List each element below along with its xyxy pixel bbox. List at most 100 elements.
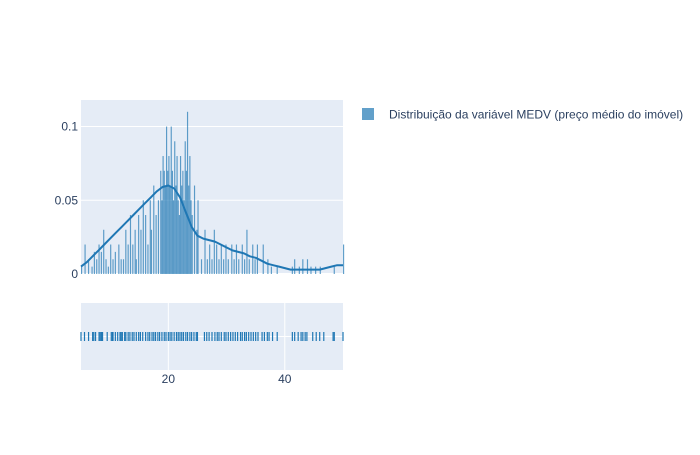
histogram-bar — [162, 156, 164, 274]
y-axis-tick-labels: 0 0.05 0.1 — [55, 120, 79, 281]
rug-panel: 20 40 — [80, 303, 344, 386]
legend[interactable]: Distribuição da variável MEDV (preço méd… — [362, 108, 683, 122]
histogram-bar — [179, 156, 182, 274]
histogram-bar — [96, 259, 98, 274]
histogram-bar — [189, 156, 191, 274]
histogram-bar — [138, 215, 140, 274]
histogram-bar — [163, 170, 165, 274]
histogram-bar — [147, 244, 149, 274]
histogram-bar — [125, 229, 127, 274]
histogram-bar — [172, 200, 175, 274]
histogram-bar — [170, 126, 172, 274]
histogram-bar — [262, 244, 264, 274]
histogram-bar — [197, 200, 199, 274]
histogram-bar — [211, 259, 213, 274]
legend-label[interactable]: Distribuição da variável MEDV (preço méd… — [389, 108, 683, 122]
histogram-bar — [140, 229, 142, 274]
histogram-bar — [267, 259, 269, 274]
histogram-bar — [196, 229, 198, 274]
histogram-bar — [233, 259, 235, 274]
rug-marks — [80, 332, 344, 341]
histogram-bar — [218, 259, 220, 274]
histogram-bar — [294, 259, 296, 274]
histogram-bar — [84, 244, 86, 274]
histogram-bar — [175, 185, 177, 274]
histogram-bar — [145, 215, 147, 274]
y-tick-label: 0 — [71, 267, 78, 281]
histogram-bar — [114, 251, 116, 274]
histogram-bar — [103, 229, 105, 274]
histogram-bar — [132, 244, 134, 274]
histogram-bar — [110, 244, 112, 274]
histogram-bar — [171, 170, 173, 274]
histogram-bar — [188, 185, 190, 274]
histogram-bar — [184, 141, 186, 274]
legend-swatch[interactable] — [362, 108, 374, 120]
histogram-bar — [306, 259, 309, 274]
y-tick-label: 0.1 — [61, 120, 78, 134]
histogram-bar — [333, 266, 335, 274]
histogram-bar — [276, 266, 278, 274]
histogram-bar — [191, 215, 193, 274]
histogram-bar — [150, 229, 153, 274]
histogram-bar — [160, 170, 162, 274]
histogram-bar — [120, 259, 122, 274]
histogram-bar — [155, 215, 157, 274]
histogram-bar — [153, 185, 155, 274]
histogram-bar — [174, 141, 176, 274]
histogram-bar — [87, 259, 90, 274]
histogram-bar — [270, 266, 272, 274]
histogram-bar — [134, 229, 136, 274]
histogram-bars — [81, 111, 345, 275]
histogram-bar — [231, 244, 233, 274]
histogram-bar — [204, 229, 206, 274]
histogram-bar — [164, 185, 167, 274]
x-axis-tick-labels: 20 40 — [162, 372, 292, 386]
histogram-bar — [93, 251, 95, 274]
histogram-bar — [100, 251, 102, 274]
histogram-bar — [169, 185, 171, 274]
histogram-bar — [129, 215, 132, 274]
histogram-bar — [206, 259, 208, 274]
histogram-bar — [343, 244, 345, 274]
histogram-bar — [183, 200, 185, 274]
histogram-bar — [135, 259, 137, 274]
y-tick-label: 0.05 — [55, 193, 79, 207]
histogram-bar — [190, 200, 192, 274]
histogram-bar — [252, 244, 254, 274]
histogram-bar — [220, 244, 222, 274]
histogram-bar — [254, 259, 256, 274]
histogram-plot-area — [81, 100, 343, 274]
x-tick-label: 40 — [278, 372, 292, 386]
histogram-bar — [244, 259, 246, 274]
histogram-bar — [185, 170, 187, 274]
histogram-bar — [167, 170, 169, 274]
histogram-bar — [105, 259, 107, 274]
kde-curve — [80, 184, 343, 271]
histogram-bar — [176, 156, 178, 274]
histogram-bar — [112, 259, 114, 274]
histogram-bar — [241, 244, 243, 274]
histogram-bar — [149, 200, 151, 274]
histogram-bar — [182, 170, 184, 274]
histogram-bar — [161, 200, 163, 274]
histogram-bar — [91, 266, 93, 274]
histogram-bar — [225, 244, 227, 274]
histogram-bar — [122, 259, 125, 274]
histogram-bar — [142, 200, 144, 274]
histogram-bar — [166, 126, 168, 274]
histogram-bar — [107, 266, 109, 274]
histogram-bar — [178, 215, 180, 274]
histogram-bar — [118, 244, 120, 274]
histogram-bar — [181, 185, 183, 274]
histogram-bar — [81, 266, 83, 274]
histogram-bar — [238, 259, 240, 274]
histogram-bar — [248, 259, 250, 274]
histogram-bar — [127, 244, 129, 274]
histogram-bar — [223, 259, 225, 274]
histogram-bar — [302, 259, 304, 274]
histogram-bar — [186, 111, 189, 275]
histogram-bar — [200, 259, 203, 274]
